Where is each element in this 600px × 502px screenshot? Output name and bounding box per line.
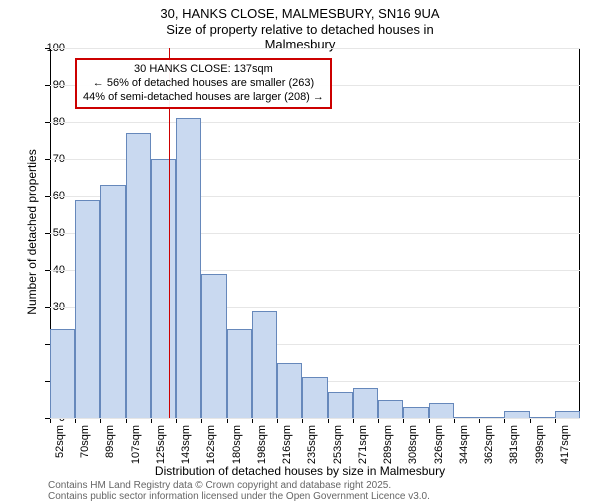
histogram-bar (555, 411, 580, 418)
x-axis-label: Distribution of detached houses by size … (155, 464, 445, 478)
histogram-bar (176, 118, 201, 418)
x-tick-label: 271sqm (357, 425, 369, 467)
x-tick-label: 326sqm (433, 425, 445, 467)
footer-line-2: Contains public sector information licen… (48, 491, 430, 502)
histogram-bar (252, 311, 277, 418)
y-axis-label: Number of detached properties (25, 132, 39, 332)
histogram-bar (100, 185, 125, 418)
x-tick-label: 289sqm (382, 425, 394, 467)
x-tick-label: 235sqm (306, 425, 318, 467)
histogram-bar (227, 329, 252, 418)
histogram-bar (353, 388, 378, 418)
histogram-bar (504, 411, 529, 418)
x-tick-label: 381sqm (508, 425, 520, 467)
x-tick-label: 125sqm (155, 425, 167, 467)
x-tick-label: 308sqm (407, 425, 419, 467)
x-tick-label: 198sqm (256, 425, 268, 467)
annotation-line-3: 44% of semi-detached houses are larger (… (83, 91, 324, 105)
grid-line (50, 122, 580, 123)
x-tick-label: 344sqm (458, 425, 470, 467)
property-size-chart: 30, HANKS CLOSE, MALMESBURY, SN16 9UA Si… (0, 0, 600, 500)
annotation-line-1: 30 HANKS CLOSE: 137sqm (83, 63, 324, 77)
x-tick-label: 107sqm (130, 425, 142, 467)
x-tick-label: 216sqm (281, 425, 293, 467)
footer-line-1: Contains HM Land Registry data © Crown c… (48, 480, 391, 491)
histogram-bar (201, 274, 226, 418)
chart-title: 30, HANKS CLOSE, MALMESBURY, SN16 9UA (160, 6, 439, 21)
histogram-bar (126, 133, 151, 418)
x-tick-label: 89sqm (104, 425, 116, 467)
x-tick-label: 253sqm (332, 425, 344, 467)
x-tick-label: 143sqm (180, 425, 192, 467)
histogram-bar (302, 377, 327, 418)
histogram-bar (454, 417, 479, 418)
histogram-bar (151, 159, 176, 418)
annotation-box: 30 HANKS CLOSE: 137sqm← 56% of detached … (75, 58, 332, 109)
histogram-bar (530, 417, 555, 418)
x-tick-label: 180sqm (231, 425, 243, 467)
grid-line (50, 48, 580, 49)
histogram-bar (479, 417, 504, 418)
annotation-line-2: ← 56% of detached houses are smaller (26… (83, 77, 324, 91)
histogram-bar (328, 392, 353, 418)
histogram-bar (403, 407, 428, 418)
histogram-bar (378, 400, 403, 419)
grid-line (50, 418, 580, 419)
x-tick-label: 162sqm (205, 425, 217, 467)
histogram-bar (75, 200, 100, 418)
x-tick-label: 399sqm (534, 425, 546, 467)
x-tick-label: 52sqm (54, 425, 66, 467)
x-tick-label: 362sqm (483, 425, 495, 467)
x-tick-label: 70sqm (79, 425, 91, 467)
histogram-bar (277, 363, 302, 419)
histogram-bar (429, 403, 454, 418)
plot-area: 30 HANKS CLOSE: 137sqm← 56% of detached … (50, 48, 580, 418)
histogram-bar (50, 329, 75, 418)
x-tick-label: 417sqm (559, 425, 571, 467)
